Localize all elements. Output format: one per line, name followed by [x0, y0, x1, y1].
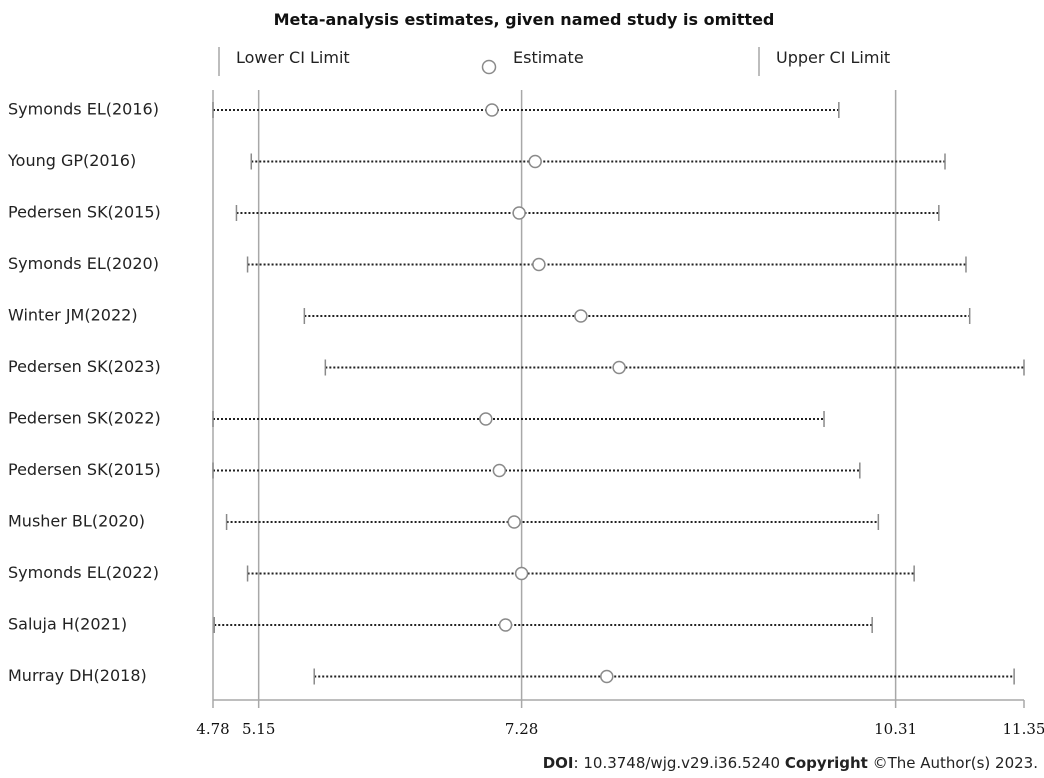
legend: Lower CI Limit Estimate Upper CI Limit [218, 47, 890, 76]
x-axis-ticks: 4.78 5.15 7.28 10.31 11.35 [196, 700, 1044, 738]
chart-title: Meta-analysis estimates, given named stu… [274, 10, 775, 29]
study-label: Pedersen SK(2015) [8, 203, 161, 222]
doi-label: DOI [542, 754, 574, 772]
estimate-marker [514, 566, 529, 581]
legend-upper-label: Upper CI Limit [776, 48, 890, 67]
study-label: Saluja H(2021) [8, 615, 127, 634]
estimate-marker [528, 154, 542, 169]
doi-value: : 10.3748/wjg.v29.i36.5240 [573, 754, 785, 772]
study-label: Symonds EL(2022) [8, 563, 159, 582]
estimate-marker [485, 103, 499, 117]
study-label: Musher BL(2020) [8, 512, 145, 531]
x-tick-label-3: 10.31 [874, 720, 917, 738]
copyright-label: Copyright [784, 754, 868, 772]
estimate-marker [507, 515, 521, 529]
legend-estimate-marker [481, 59, 497, 75]
study-label: Symonds EL(2016) [8, 100, 159, 119]
x-tick-label-2: 7.28 [505, 720, 538, 738]
study-row: Pedersen SK(2015) [8, 203, 940, 222]
estimate-marker [492, 463, 507, 478]
estimate-marker [479, 412, 493, 426]
study-rows: Symonds EL(2016) Young GP(2016) Pedersen S… [7, 100, 1025, 685]
study-label: Pedersen SK(2015) [8, 460, 161, 479]
study-label: Symonds EL(2020) [8, 254, 159, 273]
study-row: Symonds EL(2020) [8, 254, 967, 273]
study-row: Musher BL(2020) [8, 512, 880, 531]
study-label: Winter JM(2022) [8, 306, 138, 325]
x-tick-label-0: 4.78 [196, 720, 229, 738]
study-label: Pedersen SK(2022) [8, 409, 161, 428]
x-tick-label-4: 11.35 [1003, 720, 1044, 738]
legend-estimate-label: Estimate [513, 48, 584, 67]
citation-footer: DOI: 10.3748/wjg.v29.i36.5240 Copyright … [543, 754, 1038, 772]
study-row: Pedersen SK(2023) [8, 357, 1025, 376]
estimate-marker [574, 309, 588, 323]
estimate-marker [498, 618, 513, 632]
study-row: Saluja H(2021) [8, 615, 873, 634]
x-tick-label-1: 5.15 [242, 720, 275, 738]
copyright-value: ©The Author(s) 2023. [867, 754, 1038, 772]
study-row: Murray DH(2018) [8, 666, 1015, 685]
study-row: Pedersen SK(2015) [8, 460, 861, 479]
reference-lines [212, 90, 897, 700]
study-row: Pedersen SK(2022) [8, 409, 825, 428]
study-row: Symonds EL(2016) [8, 100, 840, 119]
legend-lower-label: Lower CI Limit [236, 48, 350, 67]
estimate-marker [512, 206, 526, 220]
study-row: Young GP(2016) [7, 151, 946, 170]
study-label: Pedersen SK(2023) [8, 357, 161, 376]
study-label: Young GP(2016) [7, 151, 136, 170]
study-row: Symonds EL(2022) [8, 563, 915, 582]
study-label: Murray DH(2018) [8, 666, 147, 685]
estimate-marker [600, 669, 614, 684]
sensitivity-plot: Meta-analysis estimates, given named stu… [7, 10, 1044, 738]
estimate-marker [532, 257, 546, 272]
estimate-marker [612, 360, 626, 375]
study-row: Winter JM(2022) [8, 306, 971, 325]
